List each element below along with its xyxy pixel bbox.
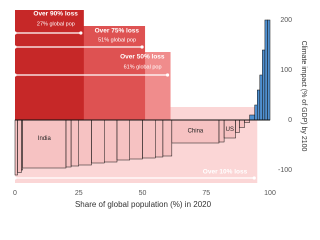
range-end [252, 176, 256, 180]
region-title: Over 50% loss [120, 54, 165, 61]
range-end [79, 31, 83, 35]
bar [235, 119, 240, 133]
y-tick-label: 200 [280, 17, 292, 24]
x-tick-label: 50 [139, 190, 147, 197]
bar [142, 119, 156, 159]
bar [264, 19, 268, 121]
bar-label: India [38, 136, 52, 142]
bar [70, 119, 79, 167]
bar [116, 119, 130, 161]
region-title: Over 10% loss [203, 169, 248, 176]
x-tick-label: 0 [13, 190, 17, 197]
x-tick-label: 25 [75, 190, 83, 197]
y-axis-label: Climate impact (% of GDP) by 2100 [300, 41, 307, 152]
x-tick-label: 75 [202, 190, 210, 197]
region-title: Over 90% loss [33, 11, 78, 18]
region [15, 10, 84, 120]
bar [91, 119, 105, 164]
page: {"chart_data": {"type": "variable-width-… [13, 10, 308, 210]
bar [267, 19, 271, 121]
overlay: Over 10% loss Over 50% loss 61% global pop… [13, 11, 256, 180]
bar [218, 119, 225, 143]
bar [249, 114, 255, 121]
bar [259, 74, 263, 121]
y-tick-label: -100 [278, 167, 292, 174]
y-tick-label: 100 [280, 67, 292, 74]
range-end [13, 73, 17, 77]
bar [254, 104, 258, 121]
bar [262, 49, 266, 121]
bar [65, 119, 72, 168]
bar [129, 119, 143, 160]
region-subtitle: 51% global pop [98, 37, 136, 43]
region-subtitle: 61% global pop [124, 64, 162, 70]
chart: India China US Over 10% loss Over 50% loss 6… [13, 10, 307, 209]
bar [78, 119, 92, 166]
region-subtitle: 27% global pop [37, 21, 75, 27]
bar [17, 119, 22, 173]
range-end [13, 176, 17, 180]
bar [22, 119, 67, 169]
bar [239, 119, 245, 128]
range-end [165, 73, 170, 77]
bar [155, 119, 164, 158]
region-title: Over 75% loss [95, 28, 140, 35]
x-tick-label: 100 [264, 190, 276, 197]
bar [162, 119, 173, 157]
range-end [13, 45, 17, 49]
bar-label: US [226, 127, 234, 133]
range-end [140, 45, 144, 49]
bars: India China US [14, 19, 271, 176]
bar [14, 119, 18, 176]
x-axis-label: Share of global population (%) in 2020 [75, 200, 212, 209]
bar [257, 89, 261, 121]
bar [104, 119, 118, 163]
y-tick-label: 0 [288, 117, 292, 124]
bar-label: China [188, 128, 204, 134]
range-end [13, 31, 17, 35]
